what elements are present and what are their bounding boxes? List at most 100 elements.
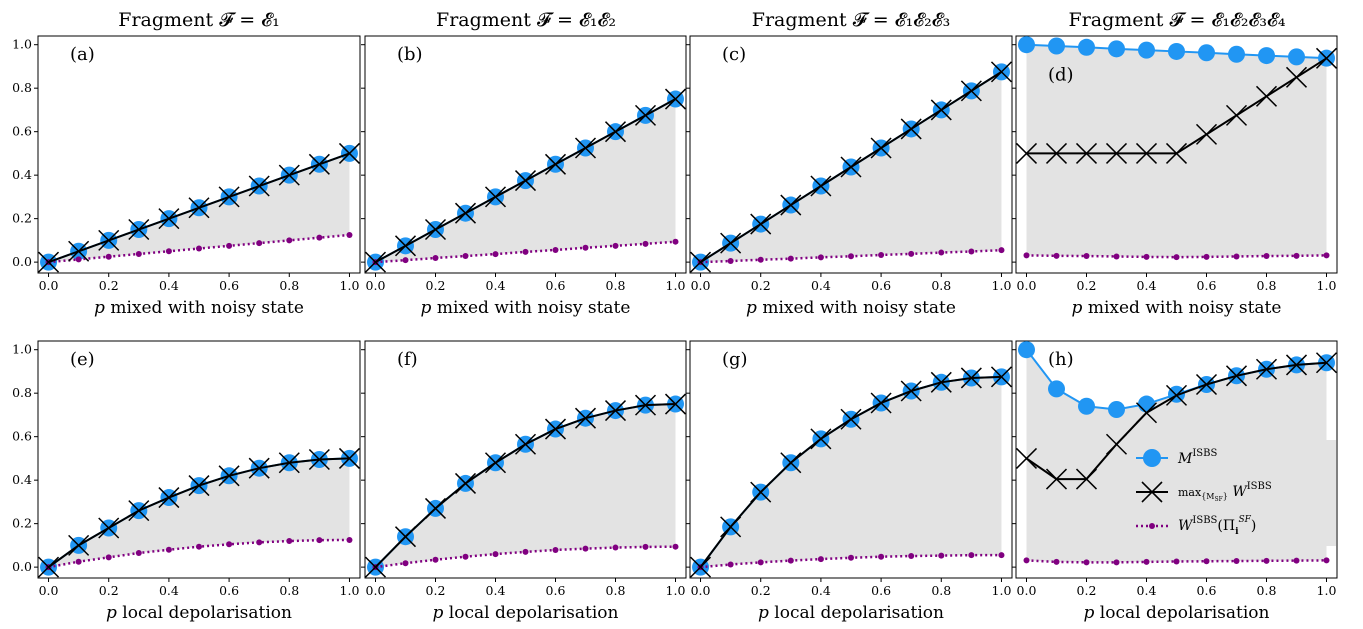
w-max-point xyxy=(574,407,597,429)
w-proj-point xyxy=(727,561,734,568)
legend-m-label: MISBS xyxy=(1177,448,1217,467)
w-proj-point xyxy=(968,552,975,559)
w-max-point xyxy=(900,118,922,140)
w-max-point xyxy=(1255,85,1278,107)
w-proj-point xyxy=(968,248,975,255)
w-max-point xyxy=(364,251,387,273)
m-isbs-point xyxy=(1258,47,1275,65)
y-tick-label: 0.6 xyxy=(12,429,32,444)
w-proj-point xyxy=(938,249,945,256)
w-proj-point xyxy=(757,256,764,263)
w-max-point xyxy=(424,497,447,519)
w-max-point xyxy=(454,472,477,494)
shaded-region xyxy=(700,376,1002,568)
panel-tag: (b) xyxy=(397,44,423,65)
x-tick-label: 0.2 xyxy=(99,583,119,598)
x-tick-label: 0.8 xyxy=(1257,583,1277,598)
x-tick-label: 0.4 xyxy=(811,583,831,598)
w-proj-point xyxy=(256,539,263,546)
w-max-point xyxy=(514,433,537,455)
w-proj-point xyxy=(1053,558,1060,565)
x-tick-label: 0.4 xyxy=(1137,583,1157,598)
w-proj-point xyxy=(1203,253,1210,260)
w-proj-point xyxy=(848,253,854,260)
x-tick-label: 0.2 xyxy=(1077,583,1097,598)
axes-frame xyxy=(689,340,1013,579)
m-isbs-point xyxy=(1048,37,1065,55)
w-max-point xyxy=(990,61,1013,83)
w-proj-point xyxy=(817,254,824,261)
x-tick-label: 1.0 xyxy=(666,278,686,293)
m-isbs-point xyxy=(1228,45,1245,63)
y-tick-label: 0.2 xyxy=(12,211,32,226)
x-axis-label: p mixed with noisy state xyxy=(421,298,631,318)
m-isbs-point xyxy=(1078,38,1095,56)
w-proj-point xyxy=(105,253,112,260)
w-max-point xyxy=(394,526,417,548)
x-tick-label: 0.6 xyxy=(219,278,239,293)
x-tick-label: 0.0 xyxy=(39,583,59,598)
w-max-point xyxy=(1285,354,1308,376)
panel-e: 0.0 0.2 0.4 0.6 0.8 1.0 0.0 0.2 0.4 0.6 0.8 1.0 p lo… xyxy=(12,340,361,623)
w-proj-point xyxy=(582,545,589,552)
x-tick-label: 0.8 xyxy=(931,583,951,598)
w-proj-point xyxy=(492,251,499,258)
x-tick-label: 0.2 xyxy=(751,278,771,293)
w-max-point xyxy=(248,175,270,197)
w-proj-point xyxy=(817,556,824,563)
w-max-point xyxy=(128,500,150,522)
x-axis-label: p mixed with noisy state xyxy=(746,298,956,318)
w-max-point xyxy=(1195,123,1218,145)
w-max-point xyxy=(364,556,387,578)
x-tick-label: 0.6 xyxy=(546,583,566,598)
panel-a: 0.0 0.2 0.4 0.6 0.8 1.0 0.0 0.2 0.4 0.6 0.8 1.0 p mi… xyxy=(12,35,361,318)
w-max-point xyxy=(750,213,772,235)
w-proj-point xyxy=(1233,558,1240,565)
w-proj-point xyxy=(492,551,499,558)
legend: MISBS max{MSF} WISBS WISBS(ΠiSF) xyxy=(1128,440,1336,546)
w-max-point xyxy=(484,452,507,474)
m-isbs-point xyxy=(1108,40,1125,58)
x-tick-label: 1.0 xyxy=(1317,583,1337,598)
x-tick-label: 0.4 xyxy=(159,278,179,293)
w-proj-point xyxy=(346,536,353,543)
w-proj-point xyxy=(1143,558,1150,565)
w-proj-point xyxy=(787,255,794,262)
w-max-point xyxy=(38,556,60,578)
x-tick-label: 0.0 xyxy=(691,583,711,598)
w-proj-point xyxy=(286,538,293,545)
w-max-point xyxy=(1015,142,1038,164)
w-proj-point xyxy=(1233,253,1240,260)
shaded-region xyxy=(48,458,350,568)
w-max-point xyxy=(720,232,742,254)
w-max-point xyxy=(158,487,180,509)
w-proj-point xyxy=(316,537,323,544)
w-max-point xyxy=(424,218,447,241)
w-max-point xyxy=(720,516,742,538)
panel-b: 0.0 0.2 0.4 0.6 0.8 1.0 p mixed with noisy sta… xyxy=(361,35,687,318)
axes-frame xyxy=(1015,340,1338,579)
w-proj-point xyxy=(196,245,202,252)
x-tick-label: 0.0 xyxy=(691,278,711,293)
w-max-point xyxy=(394,235,417,257)
w-proj-point xyxy=(226,541,233,548)
w-proj-point xyxy=(787,557,794,564)
x-tick-label: 0.4 xyxy=(486,583,506,598)
m-isbs-point xyxy=(1018,341,1035,359)
w-proj-point xyxy=(75,558,82,565)
panel-g: 0.0 0.2 0.4 0.6 0.8 1.0 p local depolarisation… xyxy=(686,340,1013,623)
w-max-point xyxy=(780,452,802,474)
w-proj-point xyxy=(552,246,559,253)
w-max-point xyxy=(188,197,210,219)
w-proj-point xyxy=(1173,558,1180,565)
w-proj-point xyxy=(75,256,82,263)
m-isbs-point xyxy=(1018,36,1035,54)
panel-d: 0.0 0.2 0.4 0.6 0.8 1.0 p mixed with noisy sta… xyxy=(1012,35,1338,318)
w-max-point xyxy=(840,156,862,178)
axes-frame xyxy=(364,35,687,274)
w-proj-point xyxy=(612,242,619,249)
w-max-point xyxy=(870,392,892,414)
x-axis-label: p mixed with noisy state xyxy=(1072,298,1282,318)
x-tick-label: 0.2 xyxy=(426,278,446,293)
